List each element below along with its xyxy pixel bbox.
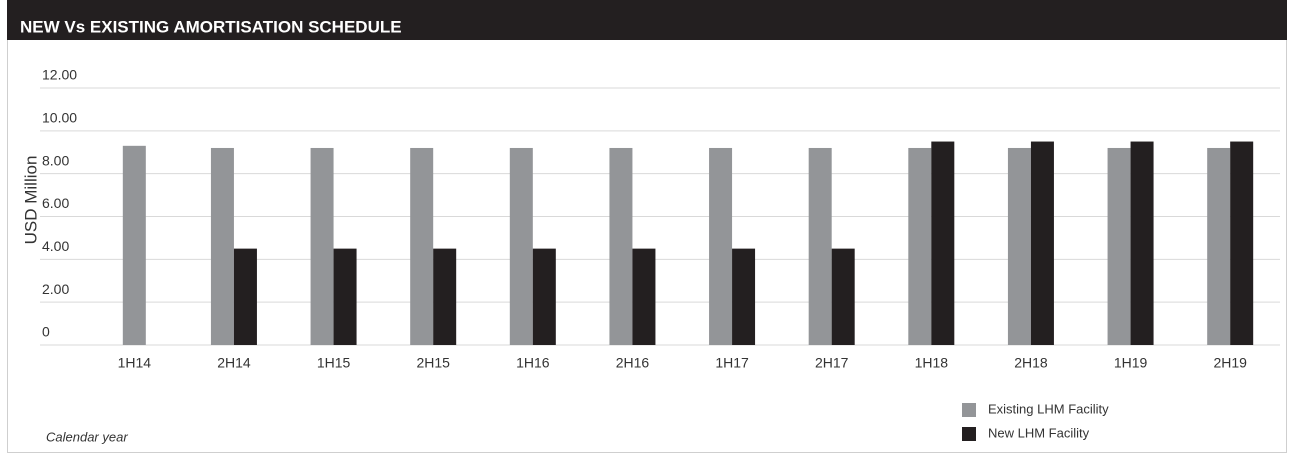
x-tick-label: 1H16 bbox=[516, 355, 550, 371]
x-tick-label: 1H18 bbox=[915, 355, 949, 371]
y-tick-label: 0 bbox=[42, 324, 50, 340]
y-tick-label: 2.00 bbox=[42, 281, 69, 297]
bar bbox=[1207, 147, 1231, 345]
bar bbox=[632, 248, 656, 345]
legend-swatch bbox=[962, 403, 976, 417]
y-tick-label: 12.00 bbox=[42, 67, 77, 83]
x-tick-label: 2H16 bbox=[616, 355, 650, 371]
bar bbox=[122, 145, 146, 345]
chart-title: NEW Vs EXISTING AMORTISATION SCHEDULE bbox=[20, 17, 402, 36]
bar bbox=[233, 248, 257, 345]
bar bbox=[210, 147, 234, 345]
bar bbox=[1030, 141, 1054, 345]
bar bbox=[1230, 141, 1254, 345]
x-axis-label: Calendar year bbox=[46, 429, 128, 444]
chart-frame bbox=[7, 0, 1287, 453]
bar bbox=[609, 147, 633, 345]
x-tick-label: 1H19 bbox=[1114, 355, 1148, 371]
title-bar bbox=[7, 0, 1287, 40]
bar bbox=[1107, 147, 1131, 345]
bar bbox=[808, 147, 832, 345]
y-tick-label: 6.00 bbox=[42, 195, 69, 211]
y-axis-label: USD Million bbox=[21, 156, 40, 245]
x-tick-label: 2H17 bbox=[815, 355, 849, 371]
x-tick-label: 1H14 bbox=[118, 355, 152, 371]
x-tick-label: 2H15 bbox=[416, 355, 450, 371]
bar bbox=[333, 248, 357, 345]
x-tick-label: 1H17 bbox=[715, 355, 749, 371]
x-tick-label: 2H18 bbox=[1014, 355, 1048, 371]
bar bbox=[410, 147, 434, 345]
x-tick-label: 2H19 bbox=[1213, 355, 1247, 371]
bar bbox=[908, 147, 932, 345]
y-tick-label: 4.00 bbox=[42, 238, 69, 254]
bar bbox=[1007, 147, 1031, 345]
legend-swatch bbox=[962, 427, 976, 441]
bar bbox=[509, 147, 533, 345]
bar bbox=[310, 147, 334, 345]
bar bbox=[732, 248, 756, 345]
y-tick-label: 10.00 bbox=[42, 110, 77, 126]
legend-label: New LHM Facility bbox=[988, 425, 1090, 440]
legend-label: Existing LHM Facility bbox=[988, 401, 1109, 416]
y-tick-label: 8.00 bbox=[42, 152, 69, 168]
bar bbox=[1130, 141, 1154, 345]
x-tick-label: 1H15 bbox=[317, 355, 351, 371]
x-tick-label: 2H14 bbox=[217, 355, 251, 371]
bar bbox=[931, 141, 955, 345]
bar bbox=[831, 248, 855, 345]
bar bbox=[709, 147, 733, 345]
bar bbox=[433, 248, 457, 345]
bar bbox=[532, 248, 556, 345]
